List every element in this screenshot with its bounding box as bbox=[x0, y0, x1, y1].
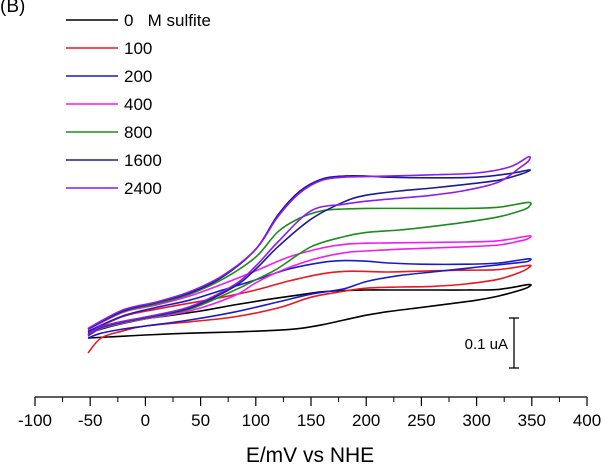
legend: 0 M sulfite 100 200 400 800 1600 2400 bbox=[66, 11, 211, 198]
series-line-0 bbox=[87, 283, 532, 339]
legend-label-3: 400 bbox=[124, 95, 152, 114]
series-line-1 bbox=[87, 264, 532, 354]
x-tick-label: 150 bbox=[297, 411, 325, 430]
x-tick-label: 200 bbox=[352, 411, 380, 430]
legend-label-4: 800 bbox=[124, 123, 152, 142]
legend-label-1: 100 bbox=[124, 39, 152, 58]
legend-label-5: 1600 bbox=[124, 151, 162, 170]
scale-bar: 0.1 uA bbox=[465, 317, 519, 369]
x-tick-label: 350 bbox=[518, 411, 546, 430]
panel-label: (B) bbox=[0, 0, 25, 17]
x-tick-label: 100 bbox=[242, 411, 270, 430]
x-tick-label: 400 bbox=[573, 411, 601, 430]
legend-label-2: 200 bbox=[124, 67, 152, 86]
x-axis-label: E/mV vs NHE bbox=[246, 444, 374, 467]
x-tick-label: 300 bbox=[462, 411, 490, 430]
x-tick-label: 50 bbox=[191, 411, 210, 430]
series-line-6 bbox=[87, 155, 532, 336]
x-tick-label: -50 bbox=[78, 411, 103, 430]
x-tick-label: -100 bbox=[18, 411, 52, 430]
x-axis: -100 -50 0 50 100 150 200 250 300 350 400 bbox=[18, 396, 601, 430]
series-line-4 bbox=[87, 201, 532, 337]
legend-label-0: 0 M sulfite bbox=[124, 11, 211, 30]
x-tick-label: 250 bbox=[407, 411, 435, 430]
legend-label-6: 2400 bbox=[124, 179, 162, 198]
x-tick-label: 0 bbox=[141, 411, 150, 430]
plot-area bbox=[87, 155, 532, 354]
series-line-3 bbox=[87, 235, 532, 337]
scale-bar-label: 0.1 uA bbox=[465, 336, 508, 353]
